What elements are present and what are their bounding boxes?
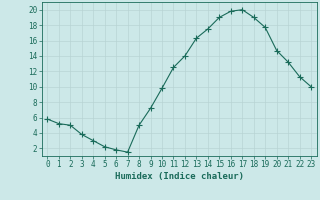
X-axis label: Humidex (Indice chaleur): Humidex (Indice chaleur) <box>115 172 244 181</box>
